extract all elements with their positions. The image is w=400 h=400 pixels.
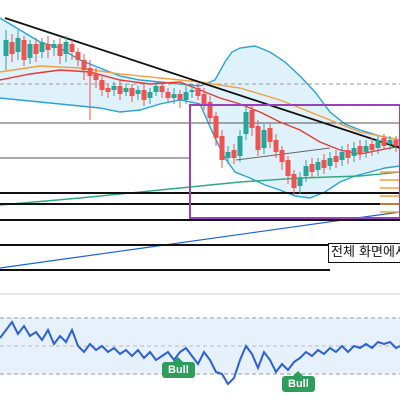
candle-body-59 <box>357 146 363 154</box>
candle-body-54 <box>327 158 333 166</box>
candle-body-5 <box>33 44 39 54</box>
candle-body-29 <box>177 94 183 100</box>
candle-body-21 <box>129 88 135 96</box>
candle-body-15 <box>93 74 99 80</box>
candle-body-30 <box>183 92 189 100</box>
candle-body-63 <box>381 138 387 146</box>
fullscreen-tooltip: 전체 화면에서 <box>328 243 400 263</box>
candle-body-44 <box>267 128 273 142</box>
candle-body-4 <box>27 44 33 58</box>
bull-signal-label-1: Bull <box>162 357 195 378</box>
candle-body-9 <box>57 44 63 56</box>
candle-body-56 <box>339 152 345 160</box>
candle-body-45 <box>273 140 279 152</box>
candle-body-47 <box>285 160 291 176</box>
candle-body-6 <box>39 42 45 52</box>
candle-body-24 <box>147 92 153 98</box>
candle-body-12 <box>75 52 81 60</box>
oscillator-line <box>0 320 400 386</box>
candle-body-51 <box>309 164 315 172</box>
candle-body-8 <box>51 44 57 48</box>
candle-body-39 <box>237 136 243 156</box>
candle-body-62 <box>375 140 381 148</box>
candle-body-11 <box>69 44 75 52</box>
candle-body-26 <box>159 86 165 92</box>
candle-body-20 <box>123 88 129 92</box>
candle-body-49 <box>297 178 303 186</box>
candle-body-61 <box>369 144 375 150</box>
candle-body-38 <box>231 150 237 158</box>
candle-body-16 <box>99 80 105 90</box>
candle-body-19 <box>117 86 123 94</box>
candle-body-25 <box>153 86 159 92</box>
candle-body-7 <box>45 44 51 50</box>
candle-body-2 <box>15 38 21 52</box>
candle-body-1 <box>9 42 15 54</box>
candle-body-13 <box>81 60 87 70</box>
candle-body-64 <box>387 140 393 144</box>
candle-body-50 <box>303 166 309 176</box>
candle-body-35 <box>213 116 219 138</box>
bollinger-lower <box>0 97 400 199</box>
candle-body-48 <box>291 174 297 188</box>
candle-body-58 <box>351 148 357 156</box>
candle-body-10 <box>63 42 69 54</box>
candle-body-37 <box>225 152 231 158</box>
bull-signal-label-2: Bull <box>282 371 315 392</box>
candle-body-18 <box>111 86 117 90</box>
candle-body-42 <box>255 126 261 150</box>
candle-body-33 <box>201 94 207 104</box>
selection-box <box>189 104 400 219</box>
candle-body-22 <box>135 90 141 94</box>
candle-body-0 <box>3 40 9 56</box>
candle-body-52 <box>315 162 321 170</box>
candle-body-23 <box>141 90 147 100</box>
candle-body-17 <box>105 88 111 92</box>
candle-body-57 <box>345 150 351 158</box>
candle-body-27 <box>165 92 171 98</box>
candle-body-41 <box>249 110 255 128</box>
candle-body-65 <box>393 140 399 146</box>
candle-body-46 <box>279 150 285 162</box>
candle-body-3 <box>21 40 27 60</box>
long-trend-line-blue <box>0 211 400 269</box>
candle-body-34 <box>207 102 213 118</box>
candle-body-43 <box>261 130 267 148</box>
candle-body-14 <box>87 68 93 76</box>
descending-trendline <box>4 17 400 149</box>
candle-body-60 <box>363 146 369 152</box>
candle-body-31 <box>189 90 195 92</box>
bollinger-band-fill <box>0 18 400 198</box>
candle-body-55 <box>333 156 339 162</box>
candle-body-53 <box>321 160 327 168</box>
candle-body-28 <box>171 94 177 98</box>
moving-average-red <box>0 69 400 155</box>
moving-average-green <box>0 171 400 206</box>
candle-body-40 <box>243 112 249 134</box>
candle-body-32 <box>195 88 201 96</box>
candle-body-36 <box>219 136 225 160</box>
